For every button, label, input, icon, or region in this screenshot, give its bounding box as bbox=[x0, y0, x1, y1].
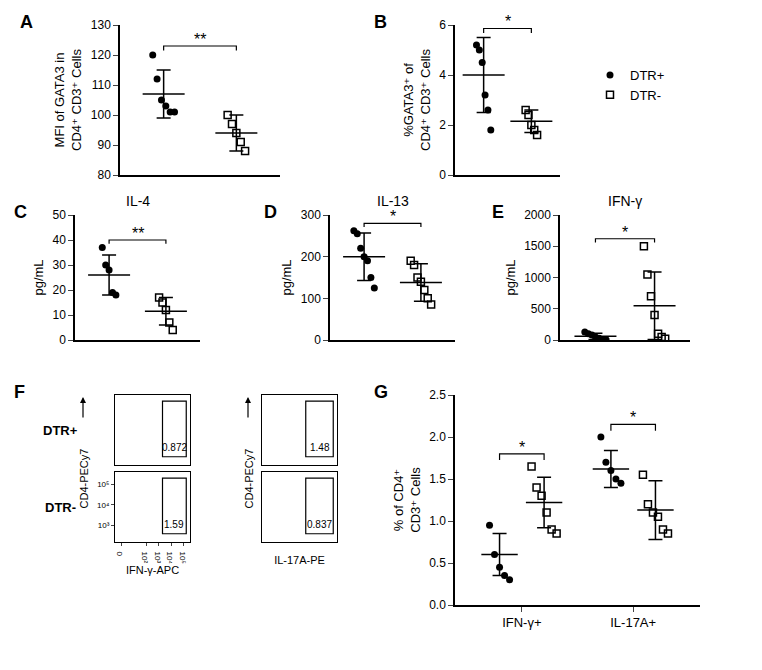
svg-text:**: ** bbox=[194, 31, 206, 48]
svg-text:90: 90 bbox=[97, 138, 111, 152]
svg-text:pg/mL: pg/mL bbox=[503, 259, 518, 295]
svg-text:pg/mL: pg/mL bbox=[279, 259, 294, 295]
svg-text:100: 100 bbox=[91, 108, 111, 122]
svg-text:130: 130 bbox=[91, 18, 111, 32]
svg-text:IL-17A+: IL-17A+ bbox=[610, 615, 656, 630]
svg-text:*: * bbox=[622, 224, 628, 241]
svg-text:10³: 10³ bbox=[153, 552, 162, 564]
svg-text:0.5: 0.5 bbox=[429, 556, 446, 570]
svg-text:120: 120 bbox=[91, 48, 111, 62]
svg-text:10⁵: 10⁵ bbox=[178, 552, 187, 564]
svg-text:200: 200 bbox=[301, 250, 321, 264]
svg-text:%GATA3⁺ ofCD4⁺ CD3⁺ Cells: %GATA3⁺ ofCD4⁺ CD3⁺ Cells bbox=[401, 49, 433, 151]
svg-text:IFN-γ+: IFN-γ+ bbox=[502, 615, 541, 630]
svg-text:0: 0 bbox=[314, 333, 321, 347]
svg-text:0.0: 0.0 bbox=[429, 598, 446, 612]
svg-text:% of CD4⁺CD3⁺ Cells: % of CD4⁺CD3⁺ Cells bbox=[391, 467, 423, 533]
svg-text:F: F bbox=[14, 382, 25, 402]
svg-text:*: * bbox=[519, 439, 525, 456]
svg-text:10⁵: 10⁵ bbox=[97, 480, 109, 489]
svg-text:2.0: 2.0 bbox=[429, 430, 446, 444]
svg-text:2: 2 bbox=[439, 118, 446, 132]
svg-text:C: C bbox=[14, 202, 27, 222]
svg-text:10: 10 bbox=[52, 308, 66, 322]
svg-text:IL-17A-PE: IL-17A-PE bbox=[274, 554, 325, 566]
svg-text:1.48: 1.48 bbox=[310, 442, 330, 453]
svg-text:DTR-: DTR- bbox=[45, 500, 76, 515]
svg-text:*: * bbox=[505, 13, 511, 30]
svg-text:0.837: 0.837 bbox=[307, 519, 332, 530]
svg-text:4: 4 bbox=[439, 68, 446, 82]
svg-text:50: 50 bbox=[52, 208, 66, 222]
svg-text:0.872: 0.872 bbox=[162, 442, 187, 453]
svg-text:40: 40 bbox=[52, 233, 66, 247]
svg-text:B: B bbox=[374, 12, 387, 32]
svg-text:300: 300 bbox=[301, 208, 321, 222]
svg-text:0: 0 bbox=[544, 333, 551, 347]
svg-text:1.0: 1.0 bbox=[429, 514, 446, 528]
svg-text:IFN-γ-APC: IFN-γ-APC bbox=[126, 564, 179, 576]
svg-text:CD4-PECy7: CD4-PECy7 bbox=[78, 449, 90, 509]
svg-text:10⁴: 10⁴ bbox=[97, 501, 110, 510]
svg-text:A: A bbox=[20, 12, 33, 32]
svg-text:D: D bbox=[264, 202, 277, 222]
svg-text:*: * bbox=[630, 409, 636, 426]
svg-text:20: 20 bbox=[52, 283, 66, 297]
svg-text:2000: 2000 bbox=[524, 208, 551, 222]
svg-text:30: 30 bbox=[52, 258, 66, 272]
svg-text:0: 0 bbox=[115, 552, 124, 557]
svg-text:10⁴: 10⁴ bbox=[165, 552, 174, 565]
svg-text:0: 0 bbox=[439, 168, 446, 182]
svg-text:E: E bbox=[492, 202, 504, 222]
svg-text:IL-13: IL-13 bbox=[377, 193, 409, 209]
svg-text:80: 80 bbox=[97, 168, 111, 182]
svg-text:DTR+: DTR+ bbox=[43, 423, 78, 438]
svg-text:1.59: 1.59 bbox=[164, 519, 184, 530]
svg-text:MFI of GATA3 inCD4⁺ CD3⁺ Cells: MFI of GATA3 inCD4⁺ CD3⁺ Cells bbox=[52, 49, 84, 151]
svg-text:IL-4: IL-4 bbox=[126, 193, 150, 209]
svg-text:CD4-PECy7: CD4-PECy7 bbox=[243, 449, 255, 509]
svg-text:2.5: 2.5 bbox=[429, 388, 446, 402]
svg-text:DTR+: DTR+ bbox=[630, 68, 664, 83]
svg-text:0: 0 bbox=[59, 333, 66, 347]
svg-text:*: * bbox=[390, 208, 396, 225]
svg-text:110: 110 bbox=[92, 78, 111, 92]
svg-text:10³: 10³ bbox=[98, 521, 110, 530]
svg-text:500: 500 bbox=[531, 302, 551, 316]
svg-text:6: 6 bbox=[439, 18, 446, 32]
svg-text:10²: 10² bbox=[140, 552, 149, 564]
svg-text:G: G bbox=[374, 382, 388, 402]
svg-text:1.5: 1.5 bbox=[429, 472, 446, 486]
svg-text:DTR-: DTR- bbox=[630, 88, 661, 103]
svg-text:**: ** bbox=[132, 225, 144, 242]
svg-text:IFN-γ: IFN-γ bbox=[608, 193, 642, 209]
svg-text:1000: 1000 bbox=[524, 271, 551, 285]
svg-text:1500: 1500 bbox=[524, 239, 551, 253]
svg-text:100: 100 bbox=[301, 292, 321, 306]
svg-text:pg/mL: pg/mL bbox=[31, 259, 46, 295]
